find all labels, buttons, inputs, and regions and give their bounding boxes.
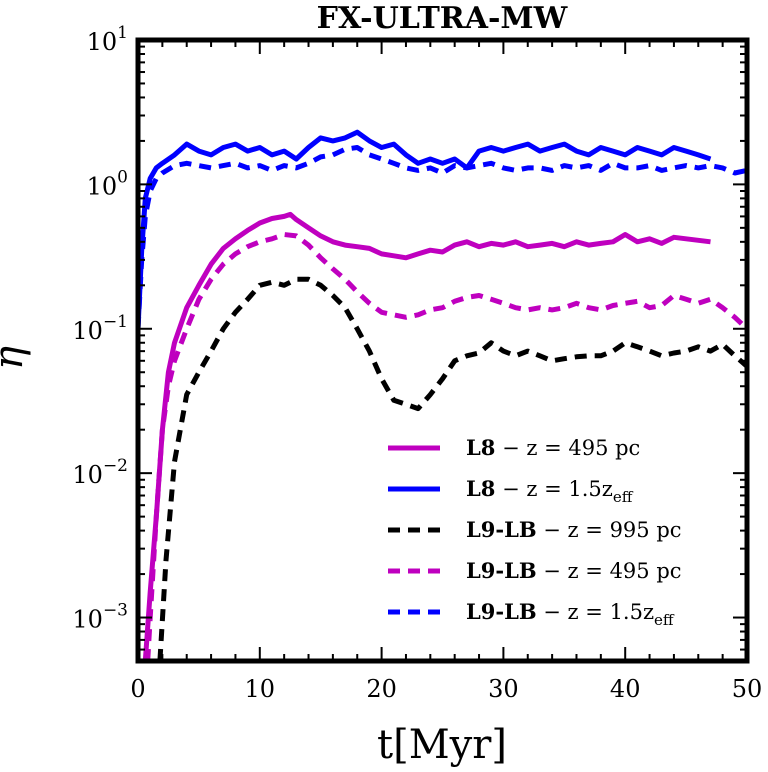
legend-description: − z = 495 pc (537, 559, 682, 583)
series-line-5 (138, 145, 747, 329)
legend-description: − z = 495 pc (495, 436, 640, 460)
series-layer (138, 129, 747, 661)
legend-entry-3: L9-LB − z = 995 pc (466, 517, 682, 542)
x-tick-label: 10 (245, 675, 276, 703)
legend-subscript: eff (654, 611, 675, 629)
legend-description: − z = 1.5z (495, 477, 612, 501)
y-axis-label: η (0, 346, 32, 370)
legend-run-name: L9-LB (466, 558, 537, 583)
x-tick-label: 50 (732, 675, 763, 703)
legend-entry-2: L8 − z = 1.5zeff (466, 476, 634, 506)
series-line-4 (145, 232, 747, 661)
legend-run-name: L9-LB (466, 599, 537, 624)
y-tick-label: 10−3 (72, 601, 128, 634)
x-tick-label: 30 (488, 675, 519, 703)
legend-entry-5: L9-LB − z = 1.5zeff (466, 599, 675, 629)
x-tick-label: 20 (366, 675, 397, 703)
y-tick-base: 10 (87, 172, 118, 200)
legend-run-name: L9-LB (466, 517, 537, 542)
legend-run-name: L8 (466, 476, 495, 501)
series-line-1 (142, 211, 711, 661)
y-tick-label: 10−1 (72, 312, 128, 345)
y-tick-base: 10 (72, 606, 103, 634)
legend-description: − z = 1.5z (537, 600, 654, 624)
series-line-3 (157, 276, 747, 661)
legend-subscript: eff (613, 488, 634, 506)
y-tick-exponent: −3 (103, 601, 128, 621)
series-line-2 (138, 129, 712, 329)
y-tick-exponent: 0 (117, 167, 128, 187)
y-tick-label: 100 (87, 167, 128, 200)
y-tick-base: 10 (87, 28, 118, 56)
x-tick-label: 40 (610, 675, 641, 703)
legend-description: − z = 995 pc (537, 518, 682, 542)
legend-entry-4: L9-LB − z = 495 pc (466, 558, 682, 583)
y-tick-base: 10 (72, 461, 103, 489)
y-tick-exponent: −2 (103, 456, 128, 476)
y-tick-exponent: 1 (117, 23, 128, 43)
legend-entry-1: L8 − z = 495 pc (466, 435, 640, 460)
x-tick-label: 0 (130, 675, 145, 703)
legend-run-name: L8 (466, 435, 495, 460)
y-tick-label: 101 (87, 23, 128, 56)
chart-title: FX-ULTRA-MW (317, 1, 569, 36)
y-tick-exponent: −1 (103, 312, 128, 332)
x-axis-label: t[Myr] (377, 722, 507, 768)
y-tick-base: 10 (72, 317, 103, 345)
y-tick-label: 10−2 (72, 456, 128, 489)
